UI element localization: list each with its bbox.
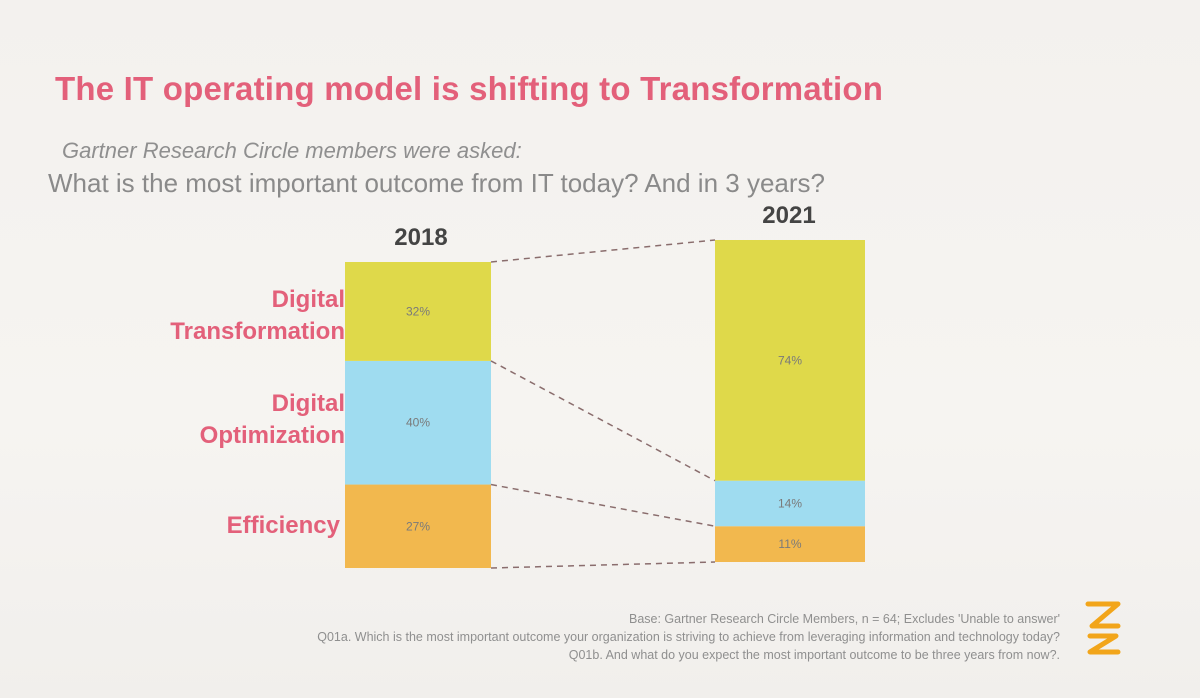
bar-segment-efficiency-2021 — [715, 526, 865, 562]
category-label-line: Efficiency — [226, 512, 340, 539]
slide-title: The IT operating model is shifting to Tr… — [55, 70, 884, 107]
question-intro: Gartner Research Circle members were ask… — [62, 138, 522, 163]
category-label-line: Digital — [271, 390, 345, 417]
data-label-digital-transformation-2018: 32% — [406, 304, 430, 318]
category-label-line: Digital — [271, 286, 345, 313]
bar-segment-digital-transformation-2021 — [715, 240, 865, 481]
connector-line-2 — [490, 360, 716, 482]
connector-line-0 — [490, 561, 716, 569]
data-label-digital-optimization-2018: 40% — [406, 416, 430, 430]
year-label-2021: 2021 — [762, 202, 816, 229]
bar-segment-efficiency-2018 — [345, 484, 491, 568]
category-label-digital-optimization: Digital Optimization — [100, 388, 345, 452]
survey-question: What is the most important outcome from … — [48, 168, 825, 198]
gartner-logo-icon — [1085, 601, 1121, 655]
category-label-digital-transformation: Digital Transformation — [100, 284, 345, 348]
category-label-line: Transformation — [170, 318, 345, 345]
footnote-q01b: Q01b. And what do you expect the most im… — [568, 648, 1060, 662]
connector-line-1 — [490, 483, 716, 527]
footnote-base: Base: Gartner Research Circle Members, n… — [628, 612, 1060, 626]
category-label-line: Optimization — [199, 422, 345, 449]
connector-line-3 — [490, 239, 716, 263]
year-label-2018: 2018 — [394, 224, 448, 251]
data-label-efficiency-2021: 11% — [778, 537, 801, 551]
category-label-efficiency: Efficiency — [100, 510, 340, 542]
bar-segment-digital-transformation-2018 — [345, 262, 491, 361]
bar-segment-digital-optimization-2018 — [345, 360, 491, 485]
footnote-q01a: Q01a. Which is the most important outcom… — [317, 630, 1060, 644]
data-label-digital-transformation-2021: 74% — [778, 353, 802, 367]
data-label-efficiency-2018: 27% — [406, 519, 430, 533]
data-label-digital-optimization-2021: 14% — [778, 496, 802, 510]
bar-segment-digital-optimization-2021 — [715, 480, 865, 527]
